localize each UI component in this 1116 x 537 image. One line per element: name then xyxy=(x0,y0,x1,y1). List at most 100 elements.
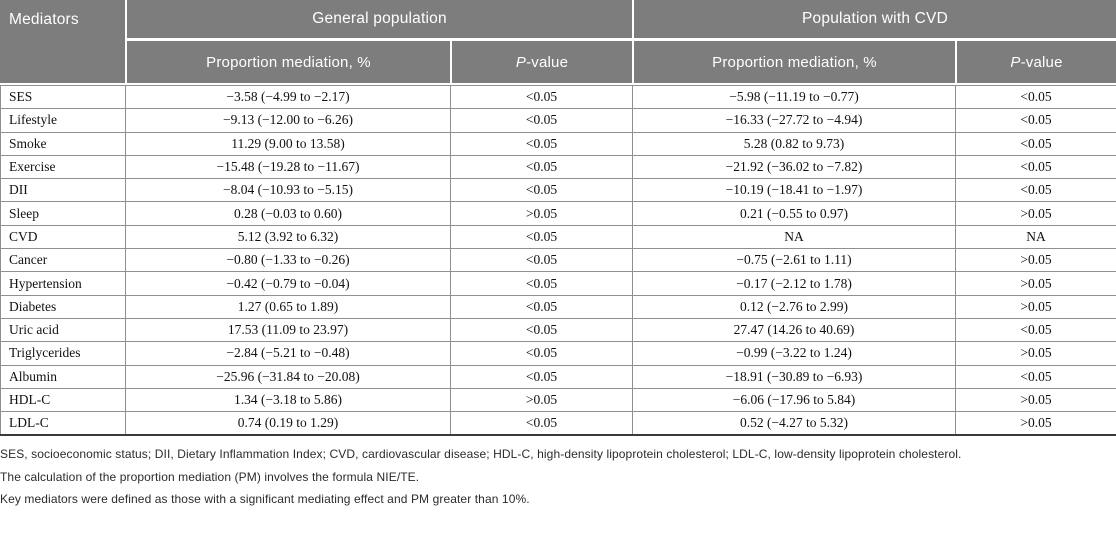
cvd-pvalue-cell: >0.05 xyxy=(955,341,1116,366)
pvalue-italic-p: P xyxy=(1010,53,1021,71)
table-row: Triglycerides −2.84 (−5.21 to −0.48) <0.… xyxy=(0,341,1116,366)
cvd-pm-cell: −0.17 (−2.12 to 1.78) xyxy=(632,271,956,296)
pvalue-rest: -value xyxy=(526,53,569,71)
cvd-pvalue-cell: <0.05 xyxy=(955,364,1116,389)
mediation-data-table: SES −3.58 (−4.99 to −2.17) <0.05 −5.98 (… xyxy=(0,84,1116,437)
table-row: DII −8.04 (−10.93 to −5.15) <0.05 −10.19… xyxy=(0,178,1116,203)
mediator-cell: Smoke xyxy=(0,131,126,156)
gp-pm-cell: −15.48 (−19.28 to −11.67) xyxy=(125,154,451,180)
mediator-cell: CVD xyxy=(0,224,126,250)
mediator-cell: Lifestyle xyxy=(0,108,126,133)
footnote-pm-formula: The calculation of the proportion mediat… xyxy=(0,469,420,484)
footnote-abbreviations: SES, socioeconomic status; DII, Dietary … xyxy=(0,447,962,462)
gp-pvalue-cell: <0.05 xyxy=(450,178,633,203)
cvd-pvalue-cell: <0.05 xyxy=(955,84,1116,110)
cvd-pm-cell: −21.92 (−36.02 to −7.82) xyxy=(632,154,956,180)
gp-pvalue-cell: <0.05 xyxy=(450,154,633,180)
gp-pm-cell: 5.12 (3.92 to 6.32) xyxy=(125,224,451,250)
mediator-cell: SES xyxy=(0,84,126,110)
gp-pm-cell: −0.80 (−1.33 to −0.26) xyxy=(125,248,451,273)
gp-pm-cell: −3.58 (−4.99 to −2.17) xyxy=(125,84,451,110)
mediator-cell: Hypertension xyxy=(0,271,126,296)
cvd-pm-cell: −0.99 (−3.22 to 1.24) xyxy=(632,341,956,366)
mediator-cell: Exercise xyxy=(0,154,126,180)
table-row: Exercise −15.48 (−19.28 to −11.67) <0.05… xyxy=(0,154,1116,180)
gp-pvalue-cell: <0.05 xyxy=(450,294,633,319)
header-mediators: Mediators xyxy=(0,0,125,83)
subheader-proportion-mediation-cvd: Proportion mediation, % xyxy=(634,41,955,83)
gp-pm-cell: −9.13 (−12.00 to −6.26) xyxy=(125,108,451,133)
table-row: Uric acid 17.53 (11.09 to 23.97) <0.05 2… xyxy=(0,317,1116,343)
cvd-pvalue-cell: <0.05 xyxy=(955,131,1116,156)
mediator-cell: Sleep xyxy=(0,201,126,226)
mediator-cell: Diabetes xyxy=(0,294,126,319)
subheader-pvalue-general: P -value xyxy=(452,41,632,83)
table-row: LDL-C 0.74 (0.19 to 1.29) <0.05 0.52 (−4… xyxy=(0,411,1116,437)
cvd-pm-cell: 0.52 (−4.27 to 5.32) xyxy=(632,411,956,437)
gp-pvalue-cell: <0.05 xyxy=(450,271,633,296)
cvd-pvalue-cell: >0.05 xyxy=(955,411,1116,437)
gp-pm-cell: −2.84 (−5.21 to −0.48) xyxy=(125,341,451,366)
cvd-pm-cell: 27.47 (14.26 to 40.69) xyxy=(632,317,956,343)
cvd-pm-cell: NA xyxy=(632,224,956,250)
table-row: HDL-C 1.34 (−3.18 to 5.86) >0.05 −6.06 (… xyxy=(0,387,1116,413)
cvd-pm-cell: −18.91 (−30.89 to −6.93) xyxy=(632,364,956,389)
gp-pvalue-cell: <0.05 xyxy=(450,248,633,273)
gp-pm-cell: −25.96 (−31.84 to −20.08) xyxy=(125,364,451,389)
mediator-cell: Cancer xyxy=(0,248,126,273)
gp-pm-cell: 1.34 (−3.18 to 5.86) xyxy=(125,387,451,413)
cvd-pm-cell: −0.75 (−2.61 to 1.11) xyxy=(632,248,956,273)
mediator-cell: DII xyxy=(0,178,126,203)
table-footnotes: SES, socioeconomic status; DII, Dietary … xyxy=(0,443,1116,511)
gp-pm-cell: 0.74 (0.19 to 1.29) xyxy=(125,411,451,437)
gp-pm-cell: −8.04 (−10.93 to −5.15) xyxy=(125,178,451,203)
gp-pvalue-cell: <0.05 xyxy=(450,131,633,156)
pvalue-rest: -value xyxy=(1020,53,1063,71)
header-general-population: General population xyxy=(127,0,632,38)
cvd-pvalue-cell: >0.05 xyxy=(955,201,1116,226)
gp-pvalue-cell: <0.05 xyxy=(450,364,633,389)
mediator-cell: Albumin xyxy=(0,364,126,389)
mediator-cell: Uric acid xyxy=(0,317,126,343)
table-header: Mediators General population Population … xyxy=(0,0,1116,83)
cvd-pvalue-cell: >0.05 xyxy=(955,294,1116,319)
subheader-pvalue-cvd: P -value xyxy=(957,41,1116,83)
cvd-pm-cell: 0.21 (−0.55 to 0.97) xyxy=(632,201,956,226)
cvd-pvalue-cell: NA xyxy=(955,224,1116,250)
gp-pvalue-cell: >0.05 xyxy=(450,201,633,226)
table-row: Smoke 11.29 (9.00 to 13.58) <0.05 5.28 (… xyxy=(0,131,1116,156)
table-row: Hypertension −0.42 (−0.79 to −0.04) <0.0… xyxy=(0,271,1116,296)
cvd-pm-cell: −10.19 (−18.41 to −1.97) xyxy=(632,178,956,203)
table-row: Albumin −25.96 (−31.84 to −20.08) <0.05 … xyxy=(0,364,1116,389)
gp-pm-cell: 1.27 (0.65 to 1.89) xyxy=(125,294,451,319)
gp-pm-cell: −0.42 (−0.79 to −0.04) xyxy=(125,271,451,296)
gp-pvalue-cell: <0.05 xyxy=(450,224,633,250)
cvd-pvalue-cell: <0.05 xyxy=(955,178,1116,203)
table-row: CVD 5.12 (3.92 to 6.32) <0.05 NA NA xyxy=(0,224,1116,250)
gp-pvalue-cell: <0.05 xyxy=(450,84,633,110)
gp-pm-cell: 11.29 (9.00 to 13.58) xyxy=(125,131,451,156)
table-row: Diabetes 1.27 (0.65 to 1.89) <0.05 0.12 … xyxy=(0,294,1116,319)
mediator-cell: Triglycerides xyxy=(0,341,126,366)
cvd-pm-cell: −16.33 (−27.72 to −4.94) xyxy=(632,108,956,133)
pvalue-italic-p: P xyxy=(515,53,527,71)
cvd-pvalue-cell: >0.05 xyxy=(955,387,1116,413)
cvd-pm-cell: 0.12 (−2.76 to 2.99) xyxy=(632,294,956,319)
gp-pm-cell: 0.28 (−0.03 to 0.60) xyxy=(125,201,451,226)
mediator-cell: HDL-C xyxy=(0,387,126,413)
table-row: SES −3.58 (−4.99 to −2.17) <0.05 −5.98 (… xyxy=(0,84,1116,110)
cvd-pvalue-cell: <0.05 xyxy=(955,108,1116,133)
cvd-pm-cell: −5.98 (−11.19 to −0.77) xyxy=(632,84,956,110)
subheader-proportion-mediation-general: Proportion mediation, % xyxy=(127,41,450,83)
cvd-pm-cell: −6.06 (−17.96 to 5.84) xyxy=(632,387,956,413)
table-row: Cancer −0.80 (−1.33 to −0.26) <0.05 −0.7… xyxy=(0,248,1116,273)
cvd-pvalue-cell: <0.05 xyxy=(955,317,1116,343)
table-row: Sleep 0.28 (−0.03 to 0.60) >0.05 0.21 (−… xyxy=(0,201,1116,226)
cvd-pm-cell: 5.28 (0.82 to 9.73) xyxy=(632,131,956,156)
footnote-key-mediators: Key mediators were defined as those with… xyxy=(0,492,530,507)
table-row: Lifestyle −9.13 (−12.00 to −6.26) <0.05 … xyxy=(0,108,1116,133)
cvd-pvalue-cell: >0.05 xyxy=(955,271,1116,296)
header-population-with-cvd: Population with CVD xyxy=(634,0,1116,38)
cvd-pvalue-cell: >0.05 xyxy=(955,248,1116,273)
